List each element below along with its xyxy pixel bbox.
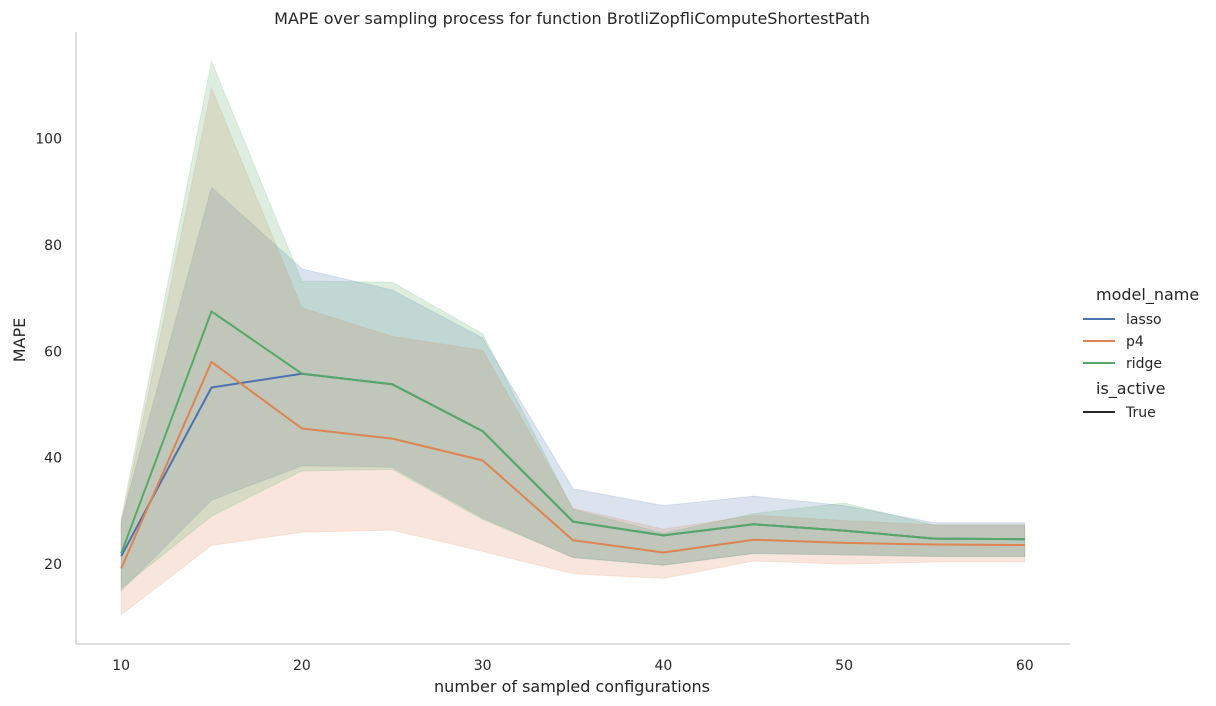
ci-band-lasso bbox=[120, 186, 1026, 593]
y-tick-label: 60 bbox=[44, 344, 62, 360]
legend-label-p4: p4 bbox=[1126, 334, 1144, 350]
x-tick-label: 40 bbox=[654, 658, 672, 674]
chart-title: MAPE over sampling process for function … bbox=[274, 9, 870, 28]
x-tick-labels: 10 20 30 40 50 60 bbox=[112, 658, 1033, 674]
ci-band-ridge bbox=[120, 59, 1026, 590]
legend-style-title: is_active bbox=[1096, 379, 1165, 399]
legend: model_name lasso p4 ridge is_active True bbox=[1083, 285, 1199, 421]
legend-style-entries: True bbox=[1083, 405, 1156, 421]
y-tick-label: 20 bbox=[44, 557, 62, 573]
y-tick-label: 40 bbox=[44, 451, 62, 467]
legend-hue-title: model_name bbox=[1096, 285, 1199, 305]
legend-style-label: True bbox=[1125, 405, 1156, 421]
x-tick-label: 10 bbox=[112, 658, 130, 674]
x-axis-label: number of sampled configurations bbox=[434, 677, 710, 696]
x-tick-label: 60 bbox=[1016, 658, 1034, 674]
y-tick-label: 80 bbox=[44, 238, 62, 254]
series-lines bbox=[120, 310, 1025, 569]
series-line-p4 bbox=[120, 360, 1025, 569]
x-tick-label: 30 bbox=[474, 658, 492, 674]
x-tick-label: 50 bbox=[835, 658, 853, 674]
legend-label-ridge: ridge bbox=[1126, 356, 1162, 372]
y-axis-label: MAPE bbox=[10, 318, 29, 363]
y-tick-label: 100 bbox=[35, 131, 62, 147]
ci-band-p4 bbox=[120, 86, 1026, 616]
series-line-ridge bbox=[120, 310, 1025, 554]
confidence-bands bbox=[120, 59, 1026, 616]
y-tick-labels: 20 40 60 80 100 bbox=[35, 131, 62, 573]
x-tick-label: 20 bbox=[293, 658, 311, 674]
legend-label-lasso: lasso bbox=[1126, 312, 1162, 328]
legend-series-entries: lasso p4 ridge bbox=[1083, 312, 1162, 372]
